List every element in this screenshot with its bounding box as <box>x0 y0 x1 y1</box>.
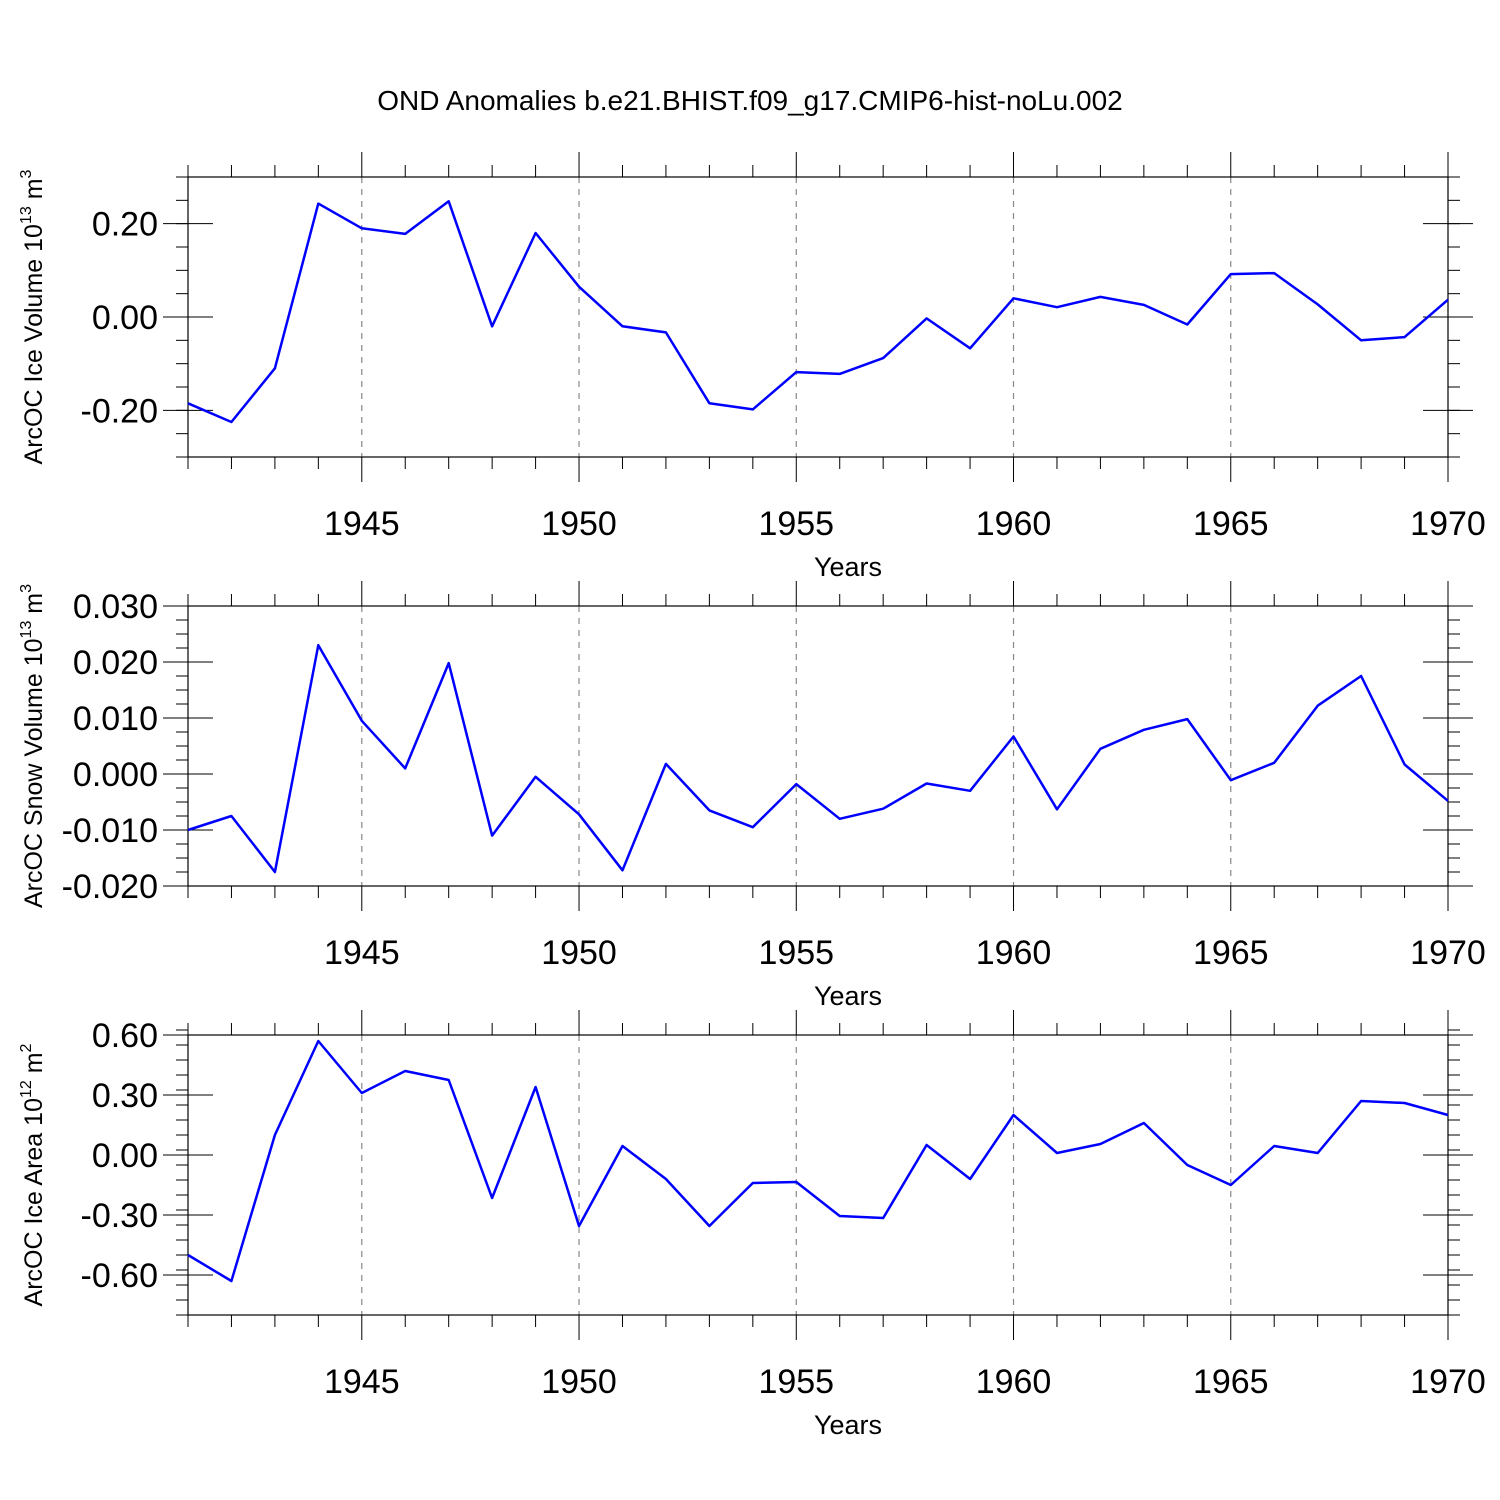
plot-frame <box>187 176 1449 458</box>
x-tick-label: 1965 <box>1193 934 1269 972</box>
x-axis-title: Years <box>814 981 882 1011</box>
y-tick-label: 0.00 <box>92 1137 158 1175</box>
x-tick-label: 1950 <box>541 1363 617 1401</box>
y-tick-label: -0.020 <box>62 868 158 906</box>
x-tick-label: 1965 <box>1193 505 1269 543</box>
chart-panels: -0.20 0.00 0.20 1945 1950 1955 1960 1965 1970 Yea… <box>18 152 1486 1440</box>
y-tick-label: -0.010 <box>62 812 158 850</box>
y-tick-label: 0.020 <box>73 644 158 682</box>
y-tick-label: 0.030 <box>73 588 158 626</box>
chart-title: OND Anomalies b.e21.BHIST.f09_g17.CMIP6-… <box>377 85 1123 116</box>
x-axis-title: Years <box>814 1410 882 1440</box>
y-tick-label: 0.000 <box>73 756 158 794</box>
x-tick-label: 1960 <box>976 505 1052 543</box>
plot-frame <box>187 605 1449 887</box>
x-tick-label: 1970 <box>1410 1363 1486 1401</box>
x-tick-label: 1955 <box>758 1363 834 1401</box>
y-axis-title: ArcOC Snow Volume 1013 m3 <box>18 584 48 908</box>
y-tick-label: 0.010 <box>73 700 158 738</box>
plot-frame <box>187 1034 1449 1316</box>
y-tick-label: -0.60 <box>81 1257 159 1295</box>
x-tick-label: 1955 <box>758 934 834 972</box>
x-tick-label: 1945 <box>324 934 400 972</box>
series-line <box>187 643 1449 874</box>
y-tick-label: -0.20 <box>81 392 159 430</box>
x-tick-label: 1945 <box>324 505 400 543</box>
panel-3: -0.60 -0.30 0.00 0.30 0.60 1945 1950 1955 1960 19… <box>18 1010 1486 1440</box>
y-tick-label: 0.30 <box>92 1077 158 1115</box>
panel-1: -0.20 0.00 0.20 1945 1950 1955 1960 1965 1970 Yea… <box>18 152 1486 582</box>
y-tick-label: 0.60 <box>92 1017 158 1055</box>
x-tick-label: 1945 <box>324 1363 400 1401</box>
x-tick-label: 1955 <box>758 505 834 543</box>
y-tick-label: 0.20 <box>92 206 158 244</box>
x-tick-label: 1970 <box>1410 505 1486 543</box>
y-axis-title: ArcOC Ice Area 1012 m2 <box>18 1043 48 1306</box>
series-line <box>187 200 1449 424</box>
x-tick-label: 1960 <box>976 934 1052 972</box>
series-line <box>187 1039 1449 1283</box>
x-tick-label: 1950 <box>541 934 617 972</box>
x-tick-label: 1960 <box>976 1363 1052 1401</box>
x-tick-label: 1950 <box>541 505 617 543</box>
x-tick-label: 1970 <box>1410 934 1486 972</box>
y-tick-label: -0.30 <box>81 1197 159 1235</box>
y-axis-title: ArcOC Ice Volume 1013 m3 <box>18 169 48 464</box>
y-tick-label: 0.00 <box>92 299 158 337</box>
x-tick-label: 1965 <box>1193 1363 1269 1401</box>
x-axis-title: Years <box>814 552 882 582</box>
panel-2: -0.020 -0.010 0.000 0.010 0.020 0.030 1945 1950… <box>18 581 1486 1011</box>
